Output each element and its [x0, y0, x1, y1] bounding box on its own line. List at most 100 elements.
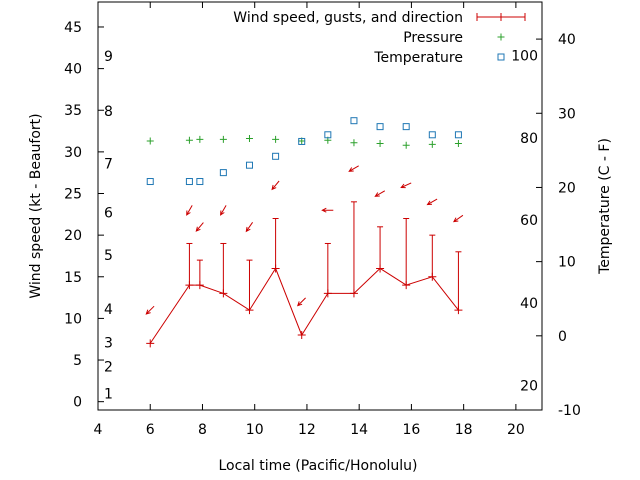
- temperature-point: [402, 123, 410, 131]
- beaufort-label: 3: [104, 336, 113, 352]
- pressure-point: [402, 141, 410, 149]
- y-left-tick-label: 15: [64, 270, 82, 286]
- temperature-point: [350, 117, 358, 125]
- wind-direction-arrow: [220, 205, 227, 216]
- x-tick-label: 14: [350, 422, 368, 438]
- legend-label: Wind speed, gusts, and direction: [233, 10, 463, 26]
- y-left-tick-label: 45: [64, 20, 82, 36]
- y-left-tick-label: 5: [73, 353, 82, 369]
- wind-speed-point: [349, 289, 358, 298]
- wind-speed-point: [185, 281, 194, 290]
- legend-label: Temperature: [373, 50, 463, 66]
- y-axis-right-label: Temperature (C - F): [597, 138, 613, 275]
- x-axis-label: Local time (Pacific/Honolulu): [218, 458, 417, 474]
- beaufort-label: 2: [104, 360, 113, 376]
- temperature-point: [219, 169, 227, 177]
- fahrenheit-label: 100: [511, 48, 538, 64]
- fahrenheit-label: 40: [520, 296, 538, 312]
- y-left-tick-label: 30: [64, 145, 82, 161]
- x-tick-label: 16: [402, 422, 420, 438]
- temperature-point: [196, 178, 204, 186]
- beaufort-label: 6: [104, 206, 113, 222]
- wind-speed-point: [245, 306, 254, 315]
- axes-layer: [97, 1, 543, 411]
- wind-direction-arrow: [321, 207, 334, 213]
- y-axis-left-label: Wind speed (kt - Beaufort): [28, 113, 44, 298]
- wind-speed-point: [297, 331, 306, 340]
- y-right-tick-label: 10: [558, 255, 576, 271]
- x-tick-label: 8: [198, 422, 207, 438]
- wind-direction-arrow: [271, 180, 280, 191]
- legend-label: Pressure: [403, 30, 463, 46]
- wind-speed-line: [149, 267, 459, 344]
- y-left-tick-label: 10: [64, 311, 82, 327]
- temperature-point: [245, 161, 253, 169]
- wind-speed-point: [195, 281, 204, 290]
- y-right-tick-label: 40: [558, 32, 576, 48]
- y-right-tick-label: 30: [558, 106, 576, 122]
- beaufort-label: 9: [104, 49, 113, 65]
- beaufort-label: 1: [104, 386, 113, 402]
- pressure-point: [428, 140, 436, 148]
- wind-direction-arrow: [348, 165, 359, 172]
- legend-swatch-wind: [476, 13, 526, 21]
- wind-direction-arrow: [297, 297, 306, 307]
- y-left-tick-label: 35: [64, 103, 82, 119]
- wind-direction-arrow: [452, 214, 464, 223]
- temperature-point: [428, 131, 436, 139]
- pressure-point: [350, 139, 358, 147]
- plot-frame: [97, 1, 543, 411]
- temperature-point: [324, 131, 332, 139]
- series-layer: [145, 117, 464, 348]
- temperature-point: [146, 178, 154, 186]
- beaufort-label: 5: [104, 248, 113, 264]
- wind-speed-point: [402, 281, 411, 290]
- beaufort-label: 7: [104, 157, 113, 173]
- y-left-tick-label: 20: [64, 228, 82, 244]
- fahrenheit-label: 20: [520, 379, 538, 395]
- wind-speed-point: [146, 339, 155, 348]
- wind-direction-arrow: [374, 190, 386, 197]
- x-tick-label: 10: [246, 422, 264, 438]
- pressure-point: [454, 140, 462, 148]
- x-tick-label: 12: [298, 422, 316, 438]
- legend: Wind speed, gusts, and direction Pressure…: [233, 10, 526, 66]
- wind-direction-arrow: [145, 305, 155, 315]
- legend-swatch-temperature: [497, 53, 505, 61]
- wind-speed-point: [454, 306, 463, 315]
- pressure-point: [146, 137, 154, 145]
- pressure-point: [272, 135, 280, 143]
- x-tick-label: 20: [507, 422, 525, 438]
- x-tick-label: 18: [455, 422, 473, 438]
- tick-labels: 4 6 8 10 12 14 16 18 20051015202530354045-100102…: [64, 20, 581, 438]
- wind-direction-arrow: [245, 222, 254, 233]
- pressure-point: [185, 136, 193, 144]
- temperature-point: [376, 123, 384, 131]
- temperature-point: [185, 178, 193, 186]
- y-left-tick-label: 0: [73, 395, 82, 411]
- wind-speed-point: [323, 289, 332, 298]
- wind-speed-point: [219, 289, 228, 298]
- wind-speed-point: [271, 264, 280, 273]
- fahrenheit-label: 80: [520, 131, 538, 147]
- y-right-tick-label: -10: [558, 403, 581, 419]
- wind-direction-arrow: [400, 182, 412, 189]
- y-left-tick-label: 40: [64, 62, 82, 78]
- beaufort-label: 4: [104, 302, 113, 318]
- wind-direction-arrow: [195, 222, 204, 232]
- temperature-point: [298, 137, 306, 145]
- wind-direction-arrow: [186, 205, 193, 216]
- pressure-point: [196, 135, 204, 143]
- pressure-point: [245, 135, 253, 143]
- wind-speed-point: [376, 264, 385, 273]
- pressure-point: [219, 135, 227, 143]
- wind-speed-point: [428, 272, 437, 281]
- fahrenheit-label: 60: [520, 213, 538, 229]
- y-left-tick-label: 25: [64, 187, 82, 203]
- wind-direction-arrow: [426, 198, 438, 206]
- beaufort-label: 8: [104, 104, 113, 120]
- y-right-tick-label: 0: [558, 329, 567, 345]
- y-right-tick-label: 20: [558, 180, 576, 196]
- legend-swatch-pressure: [497, 33, 505, 41]
